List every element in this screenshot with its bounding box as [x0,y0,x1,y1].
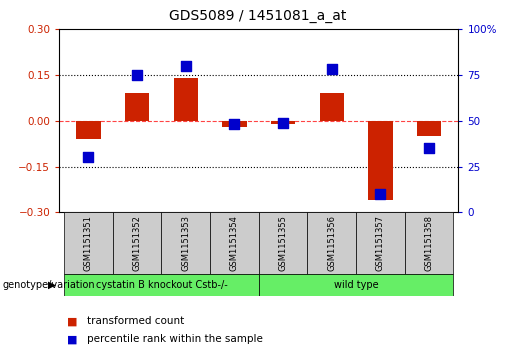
Point [376,191,385,197]
Text: GSM1151355: GSM1151355 [279,215,287,271]
Text: ▶: ▶ [47,280,56,290]
Bar [222,121,247,127]
Text: GSM1151352: GSM1151352 [132,215,142,271]
Text: ■: ■ [67,316,77,326]
Text: GSM1151354: GSM1151354 [230,215,239,271]
Point [133,72,141,78]
Bar [125,93,149,121]
Text: percentile rank within the sample: percentile rank within the sample [87,334,263,344]
Bar [320,93,344,121]
Text: GSM1151356: GSM1151356 [328,215,336,271]
Bar [210,212,259,274]
Text: GSM1151353: GSM1151353 [181,215,190,271]
Bar [76,121,100,139]
Text: ■: ■ [67,334,77,344]
Text: GDS5089 / 1451081_a_at: GDS5089 / 1451081_a_at [169,9,346,23]
Bar [259,212,307,274]
Bar [174,78,198,121]
Text: transformed count: transformed count [87,316,184,326]
Bar [64,274,259,296]
Bar [64,212,113,274]
Bar [161,212,210,274]
Point [279,120,287,126]
Bar [417,121,441,136]
Bar [368,121,392,200]
Bar [405,212,454,274]
Bar [113,212,161,274]
Text: wild type: wild type [334,280,379,290]
Point [84,155,93,160]
Text: GSM1151351: GSM1151351 [84,215,93,271]
Text: GSM1151358: GSM1151358 [425,215,434,271]
Bar [307,212,356,274]
Bar [356,212,405,274]
Bar [259,274,454,296]
Point [182,63,190,69]
Point [425,145,433,151]
Text: genotype/variation: genotype/variation [3,280,95,290]
Text: cystatin B knockout Cstb-/-: cystatin B knockout Cstb-/- [96,280,227,290]
Point [230,122,238,127]
Bar [271,121,295,124]
Text: GSM1151357: GSM1151357 [376,215,385,271]
Point [328,66,336,72]
